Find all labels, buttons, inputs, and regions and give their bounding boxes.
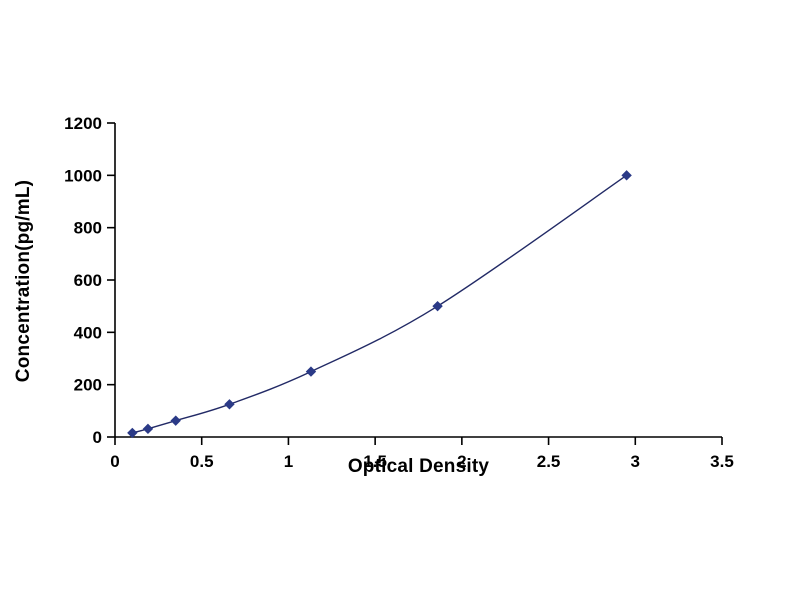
- x-tick-label: 3: [631, 452, 640, 471]
- data-point-marker: [224, 399, 235, 410]
- x-tick-label: 0.5: [190, 452, 214, 471]
- data-point-marker: [305, 366, 317, 377]
- y-tick-label: 1200: [64, 114, 102, 133]
- x-tick-label: 2: [457, 452, 466, 471]
- data-point-marker: [142, 423, 154, 435]
- x-axis-title: Optical Density: [347, 456, 490, 477]
- data-point-marker: [432, 300, 443, 312]
- data-point-marker: [621, 170, 632, 181]
- x-tick-label: 2.5: [537, 452, 561, 471]
- y-tick-label: 600: [74, 271, 102, 290]
- standard-curve-line: [132, 174, 628, 434]
- x-tick-label: 3.5: [710, 452, 734, 471]
- data-point-marker: [170, 415, 181, 426]
- data-point-marker: [127, 427, 138, 439]
- y-axis-title: Concentration(pg/mL): [13, 179, 34, 383]
- x-tick-label: 1.5: [363, 452, 387, 471]
- y-tick-label: 400: [74, 323, 102, 342]
- x-tick-label: 0: [110, 452, 119, 471]
- y-tick-label: 0: [93, 428, 102, 447]
- y-tick-label: 200: [74, 376, 102, 395]
- y-tick-label: 800: [74, 219, 102, 238]
- y-tick-label: 1000: [64, 166, 102, 185]
- x-tick-label: 1: [284, 452, 293, 471]
